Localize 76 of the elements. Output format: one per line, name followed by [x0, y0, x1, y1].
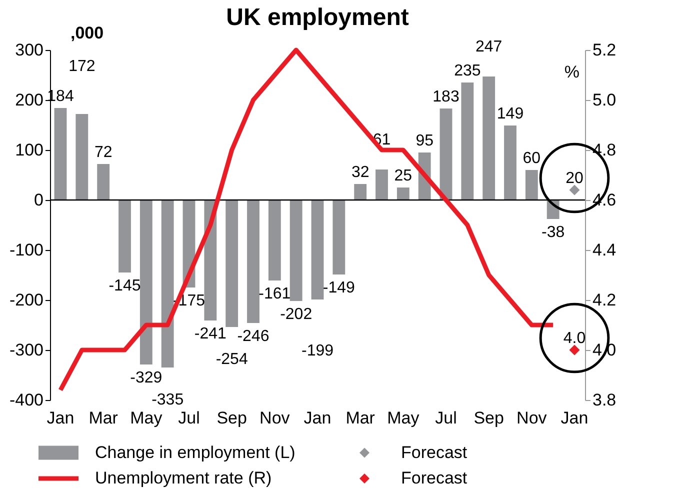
- data-label: 247: [475, 38, 502, 56]
- x-tick-label: Nov: [260, 408, 290, 428]
- y2-tick-label: 4.4: [592, 240, 616, 260]
- data-label: 183: [432, 88, 460, 106]
- data-label: -329: [130, 370, 162, 386]
- data-label: 4.0: [563, 330, 586, 347]
- x-tick-label: May: [387, 408, 420, 428]
- y-tick-label: 300: [15, 40, 44, 60]
- bar: [118, 200, 131, 272]
- data-label: 95: [416, 132, 434, 150]
- y-axis-title: ,000: [70, 24, 104, 42]
- x-tick-label: Sep: [216, 408, 247, 428]
- bar: [396, 188, 410, 200]
- data-label: -199: [301, 342, 334, 360]
- x-tick-label: Mar: [346, 408, 376, 428]
- bar: [311, 200, 324, 300]
- x-tick-label: Jul: [435, 408, 457, 428]
- y2-axis-title: %: [564, 62, 580, 82]
- y-tick-label: -100: [9, 240, 44, 260]
- data-label: -246: [237, 328, 270, 345]
- data-label: 20: [566, 170, 584, 187]
- data-label: 149: [496, 106, 524, 122]
- bar: [482, 76, 496, 200]
- bar: [354, 184, 367, 200]
- legend-label: Forecast: [401, 442, 468, 462]
- bar: [332, 200, 346, 274]
- data-label: 235: [454, 62, 481, 80]
- bar: [226, 200, 238, 327]
- x-tick-label: May: [130, 408, 163, 428]
- x-tick-label: Jan: [46, 408, 74, 428]
- bar: [247, 200, 260, 323]
- bar: [161, 200, 174, 368]
- x-tick-label: Mar: [88, 408, 118, 428]
- data-label: 32: [351, 164, 370, 181]
- bar: [140, 200, 152, 364]
- y-tick-label: 0: [34, 190, 44, 210]
- bar: [525, 170, 538, 200]
- y-tick-label: -300: [9, 340, 44, 360]
- data-label: -241: [194, 326, 227, 342]
- y-tick-label: 100: [15, 140, 44, 160]
- bar: [97, 164, 110, 200]
- bar: [54, 108, 67, 200]
- legend-label: Change in employment (L): [95, 442, 296, 462]
- x-tick-label: Sep: [474, 408, 504, 428]
- bar: [76, 114, 88, 200]
- y2-tick-label: 5.0: [592, 90, 616, 110]
- data-label: 72: [94, 144, 112, 161]
- data-label: -145: [108, 278, 141, 294]
- data-label: -202: [280, 306, 312, 323]
- data-label: 172: [68, 58, 96, 75]
- data-label: 25: [394, 168, 412, 184]
- legend-label: Forecast: [401, 468, 468, 488]
- data-label: 60: [522, 150, 541, 167]
- bar: [504, 126, 516, 200]
- bar: [268, 200, 281, 280]
- x-tick-label: Nov: [516, 408, 548, 428]
- bar: [290, 200, 302, 301]
- y-tick-label: 200: [15, 90, 44, 110]
- data-label: -335: [152, 392, 184, 408]
- data-label: -161: [258, 286, 291, 302]
- data-label: -38: [542, 224, 565, 241]
- data-label: -254: [216, 351, 248, 368]
- y2-tick-label: 5.2: [592, 40, 616, 60]
- y-tick-label: -400: [9, 390, 44, 410]
- x-tick-label: Jan: [304, 408, 332, 428]
- bar: [376, 170, 388, 200]
- x-tick-label: Jul: [178, 408, 200, 428]
- chart-title: UK employment: [226, 4, 409, 31]
- data-label: -149: [322, 280, 356, 296]
- y2-tick-label: 4.2: [592, 290, 616, 310]
- x-tick-label: Jan: [560, 408, 588, 428]
- bar: [440, 108, 452, 200]
- bar: [461, 82, 474, 200]
- y2-tick-label: 3.8: [592, 390, 616, 410]
- y-tick-label: -200: [9, 290, 44, 310]
- legend-label: Unemployment rate (R): [95, 468, 272, 488]
